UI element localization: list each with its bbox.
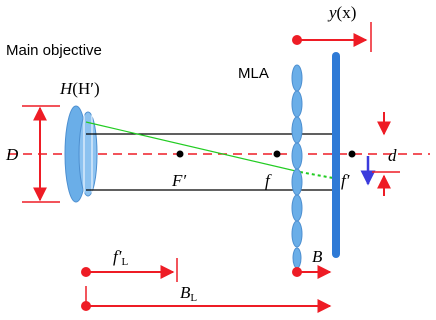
mla-label: MLA [238,65,269,82]
chief-ray-extension [299,171,334,179]
main-objective-label: Main objective [6,42,102,59]
focal-point-f [273,150,281,158]
dimension-d [372,112,400,196]
dimension-B [292,265,332,279]
principal-plane-label: H(H′) [59,79,100,98]
f-label: f [265,171,272,190]
BL-label: BL [180,283,197,304]
B-label: B [312,247,323,266]
d-label: d [388,146,397,165]
main-objective-lens [64,100,98,208]
focal-point-f-prime [348,150,356,158]
D-label: D [5,145,19,164]
microlens-array [291,64,303,269]
fL-label: f′L [113,247,128,268]
y-x-label: y(x) [327,3,356,22]
dimension-D [22,105,60,203]
chief-ray [85,121,301,173]
dimension-BL [81,286,332,313]
dimension-fL [81,258,178,282]
dimension-y-x [292,22,372,52]
f-prime-label: f′ [341,171,350,190]
focal-point-F-prime [176,150,184,158]
F-prime-label: F′ [171,171,186,190]
